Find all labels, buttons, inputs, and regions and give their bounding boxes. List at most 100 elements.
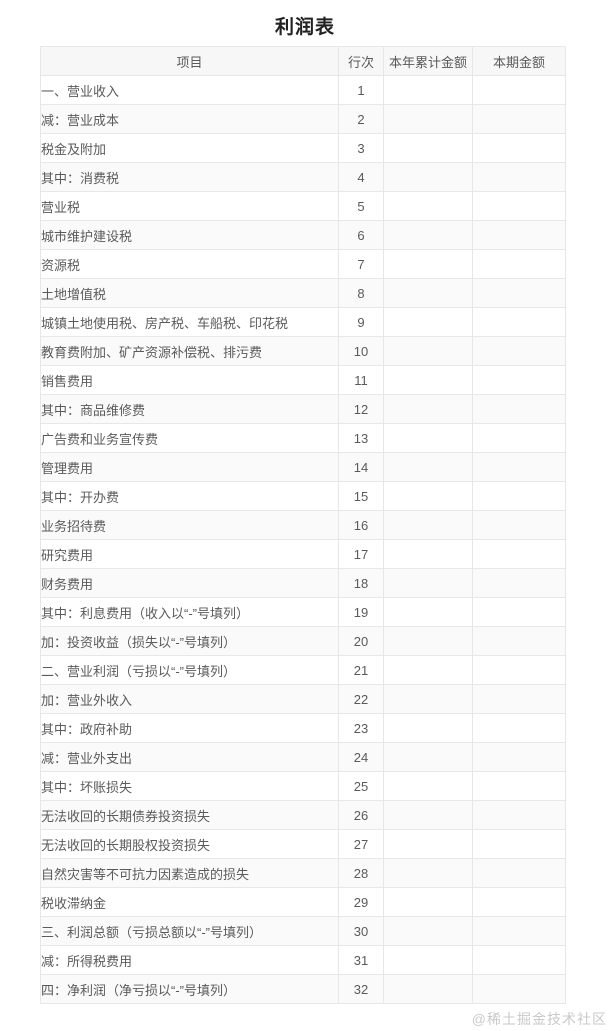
line-number-cell: 22 [338, 684, 384, 714]
item-cell: 营业税 [40, 191, 339, 221]
table-row: 城市维护建设税 6 [40, 220, 566, 250]
ytd-amount-cell [383, 684, 473, 714]
item-cell: 三、利润总额（亏损总额以“-”号填列） [40, 916, 339, 946]
table-row: 自然灾害等不可抗力因素造成的损失 28 [40, 858, 566, 888]
item-cell: 其中：坏账损失 [40, 771, 339, 801]
ytd-amount-cell [383, 742, 473, 772]
header-row: 项目 行次 本年累计金额 本期金额 [40, 46, 566, 76]
ytd-amount-cell [383, 133, 473, 163]
item-cell: 一、营业收入 [40, 75, 339, 105]
table-row: 其中：开办费 15 [40, 481, 566, 511]
period-amount-cell [472, 539, 566, 569]
line-number-cell: 13 [338, 423, 384, 453]
line-number-cell: 12 [338, 394, 384, 424]
line-number-cell: 27 [338, 829, 384, 859]
ytd-amount-cell [383, 887, 473, 917]
income-statement-table-wrap: 项目 行次 本年累计金额 本期金额 一、营业收入 1 减：营业成本 2 税金及附加 3 其中… [40, 46, 566, 1004]
table-row: 土地增值税 8 [40, 278, 566, 308]
period-amount-cell [472, 481, 566, 511]
period-amount-cell [472, 220, 566, 250]
line-number-cell: 18 [338, 568, 384, 598]
table-row: 教育费附加、矿产资源补偿税、排污费 10 [40, 336, 566, 366]
line-number-cell: 14 [338, 452, 384, 482]
table-row: 管理费用 14 [40, 452, 566, 482]
watermark: @稀土掘金技术社区 [471, 1011, 607, 1027]
period-amount-cell [472, 829, 566, 859]
line-number-cell: 17 [338, 539, 384, 569]
ytd-amount-cell [383, 278, 473, 308]
table-row: 税金及附加 3 [40, 133, 566, 163]
ytd-amount-cell [383, 974, 473, 1004]
ytd-amount-cell [383, 249, 473, 279]
line-number-cell: 16 [338, 510, 384, 540]
line-number-cell: 15 [338, 481, 384, 511]
ytd-amount-cell [383, 713, 473, 743]
line-number-cell: 26 [338, 800, 384, 830]
line-number-cell: 4 [338, 162, 384, 192]
table-row: 一、营业收入 1 [40, 75, 566, 105]
ytd-amount-cell [383, 75, 473, 105]
line-number-cell: 28 [338, 858, 384, 888]
item-cell: 税收滞纳金 [40, 887, 339, 917]
table-row: 城镇土地使用税、房产税、车船税、印花税 9 [40, 307, 566, 337]
line-number-cell: 2 [338, 104, 384, 134]
item-cell: 其中：利息费用（收入以“-”号填列） [40, 597, 339, 627]
table-row: 四：净利润（净亏损以“-”号填列） 32 [40, 974, 566, 1004]
period-amount-cell [472, 452, 566, 482]
period-amount-cell [472, 916, 566, 946]
table-row: 资源税 7 [40, 249, 566, 279]
item-cell: 城镇土地使用税、房产税、车船税、印花税 [40, 307, 339, 337]
line-number-cell: 25 [338, 771, 384, 801]
item-cell: 财务费用 [40, 568, 339, 598]
line-number-cell: 30 [338, 916, 384, 946]
item-cell: 销售费用 [40, 365, 339, 395]
ytd-amount-cell [383, 307, 473, 337]
item-cell: 自然灾害等不可抗力因素造成的损失 [40, 858, 339, 888]
line-number-cell: 10 [338, 336, 384, 366]
ytd-amount-cell [383, 365, 473, 395]
period-amount-cell [472, 887, 566, 917]
item-cell: 其中：商品维修费 [40, 394, 339, 424]
item-cell: 其中：开办费 [40, 481, 339, 511]
table-row: 无法收回的长期股权投资损失 27 [40, 829, 566, 859]
income-statement-table: 项目 行次 本年累计金额 本期金额 一、营业收入 1 减：营业成本 2 税金及附加 3 其中… [40, 46, 566, 1004]
ytd-amount-cell [383, 829, 473, 859]
period-amount-cell [472, 307, 566, 337]
ytd-amount-cell [383, 220, 473, 250]
ytd-amount-cell [383, 104, 473, 134]
item-cell: 减：营业成本 [40, 104, 339, 134]
ytd-amount-cell [383, 916, 473, 946]
ytd-amount-cell [383, 945, 473, 975]
item-cell: 资源税 [40, 249, 339, 279]
table-row: 减：所得税费用 31 [40, 945, 566, 975]
header-period-amount: 本期金额 [472, 46, 566, 76]
table-row: 二、营业利润（亏损以“-”号填列） 21 [40, 655, 566, 685]
table-row: 其中：消费税 4 [40, 162, 566, 192]
item-cell: 加：营业外收入 [40, 684, 339, 714]
ytd-amount-cell [383, 800, 473, 830]
period-amount-cell [472, 713, 566, 743]
period-amount-cell [472, 278, 566, 308]
table-row: 销售费用 11 [40, 365, 566, 395]
table-row: 其中：利息费用（收入以“-”号填列） 19 [40, 597, 566, 627]
line-number-cell: 7 [338, 249, 384, 279]
header-item: 项目 [40, 46, 339, 76]
period-amount-cell [472, 684, 566, 714]
line-number-cell: 29 [338, 887, 384, 917]
table-row: 研究费用 17 [40, 539, 566, 569]
period-amount-cell [472, 974, 566, 1004]
period-amount-cell [472, 133, 566, 163]
line-number-cell: 1 [338, 75, 384, 105]
ytd-amount-cell [383, 452, 473, 482]
period-amount-cell [472, 771, 566, 801]
table-row: 无法收回的长期债券投资损失 26 [40, 800, 566, 830]
ytd-amount-cell [383, 568, 473, 598]
item-cell: 研究费用 [40, 539, 339, 569]
line-number-cell: 20 [338, 626, 384, 656]
item-cell: 税金及附加 [40, 133, 339, 163]
item-cell: 四：净利润（净亏损以“-”号填列） [40, 974, 339, 1004]
page-title: 利润表 [274, 17, 335, 38]
table-row: 加：营业外收入 22 [40, 684, 566, 714]
item-cell: 加：投资收益（损失以“-”号填列） [40, 626, 339, 656]
